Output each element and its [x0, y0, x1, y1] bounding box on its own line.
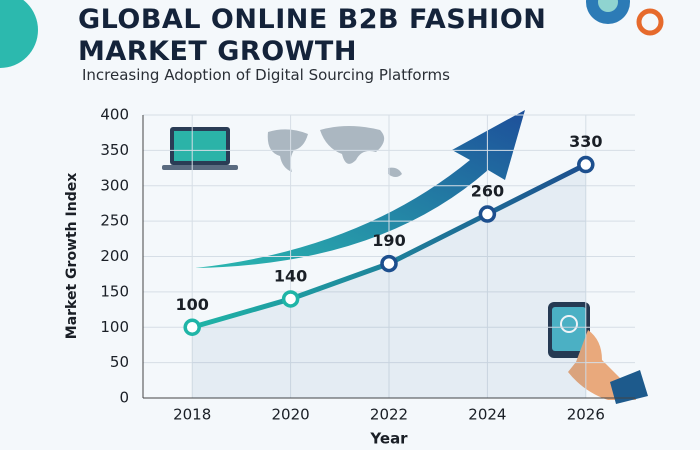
data-label: 260 [471, 182, 504, 201]
y-tick-label: 50 [110, 353, 129, 371]
y-tick-label: 300 [100, 176, 129, 194]
x-axis-label: Year [369, 430, 408, 448]
y-tick-label: 150 [100, 282, 129, 300]
x-tick-label: 2026 [567, 406, 605, 424]
corner-decoration [0, 0, 38, 68]
y-tick-label: 100 [100, 318, 129, 336]
y-tick-label: 250 [100, 212, 129, 230]
phone-hand-icon [548, 302, 648, 404]
chart-title: GLOBAL ONLINE B2B FASHION MARKET GROWTH [78, 4, 547, 67]
y-tick-label: 350 [100, 141, 129, 159]
point [183, 318, 201, 336]
growth-arrow [195, 110, 525, 268]
gear-icon [586, 0, 664, 36]
point [380, 254, 398, 273]
point [478, 205, 497, 223]
y-tick-label: 0 [119, 389, 129, 407]
laptop-icon [162, 127, 238, 170]
data-label: 190 [372, 231, 405, 250]
point [577, 155, 595, 174]
x-tick-label: 2020 [272, 406, 310, 424]
y-tick-label: 400 [100, 106, 129, 124]
x-tick-label: 2022 [370, 406, 408, 424]
data-label: 140 [274, 266, 307, 285]
y-tick-label: 200 [100, 247, 129, 265]
y-axis-label: Market Growth Index [64, 173, 80, 339]
chart-subtitle: Increasing Adoption of Digital Sourcing … [82, 66, 450, 84]
area [192, 164, 586, 398]
x-tick-label: 2024 [468, 406, 506, 424]
x-tick-label: 2018 [173, 406, 211, 424]
point [281, 290, 300, 308]
data-label: 100 [175, 295, 208, 314]
data-label: 330 [569, 132, 602, 151]
